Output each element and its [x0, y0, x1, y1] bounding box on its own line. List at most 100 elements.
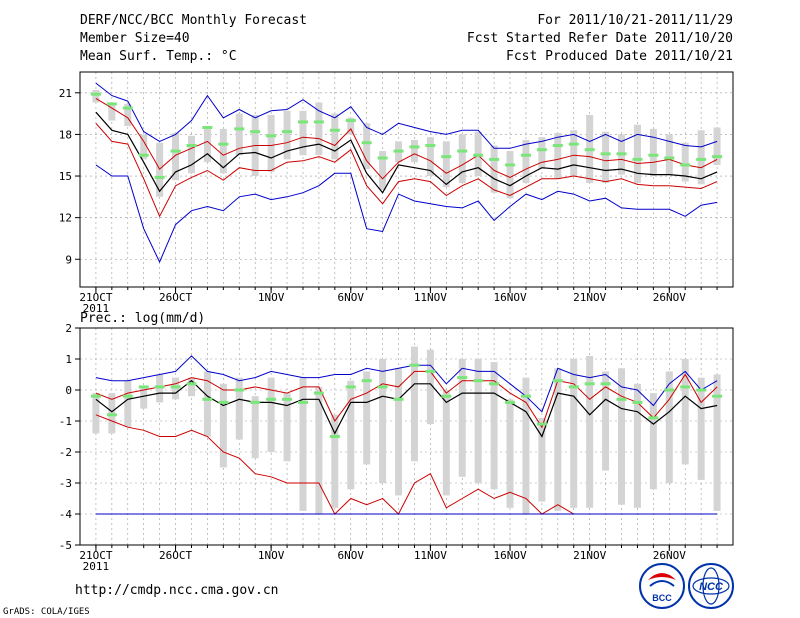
spread-box [187, 377, 195, 397]
spread-box [395, 368, 403, 496]
spread-box [538, 137, 546, 170]
spread-box [410, 346, 418, 462]
spread-box [315, 386, 323, 514]
y-tick-label: -2 [59, 446, 72, 459]
precip-panel-title: Prec.: log(mm/d) [80, 311, 205, 326]
spread-box [108, 393, 116, 434]
spread-box [538, 417, 546, 502]
x-tick-label: 11NOV [414, 291, 447, 304]
y-tick-label: -3 [59, 477, 72, 490]
x-tick-label: 16NOV [493, 549, 526, 562]
spread-box [665, 371, 673, 483]
spread-box [156, 374, 164, 403]
y-tick-label: 1 [65, 353, 72, 366]
x-year-label: 2011 [83, 302, 110, 315]
spread-box [251, 396, 259, 459]
spread-box [92, 393, 100, 434]
spread-box [235, 377, 243, 440]
spread-box [697, 130, 705, 185]
y-tick-label: 21 [59, 87, 72, 100]
spread-box [490, 362, 498, 490]
series-line-max [95, 82, 718, 149]
header-period: For 2011/10/21-2011/11/29 [537, 13, 733, 28]
x-tick-label: 16NOV [493, 291, 526, 304]
spread-box [172, 133, 180, 181]
spread-box [506, 399, 514, 508]
x-tick-label: 6NOV [338, 291, 365, 304]
plot-frame [79, 327, 734, 546]
spread-box [124, 380, 132, 428]
spread-box [490, 145, 498, 193]
series-line-upper [95, 370, 718, 429]
series-line-max [95, 355, 718, 413]
series-line-lower [95, 122, 718, 218]
spread-box [299, 377, 307, 511]
x-tick-label: 11NOV [414, 549, 447, 562]
spread-box [140, 134, 148, 160]
temperature-panel: 9 12 15 18 21 21OCT 26OCT 1NOV 6NOV 11NOV 16NOV 21N… [59, 71, 734, 315]
spread-box [315, 102, 323, 156]
spread-box [331, 113, 339, 160]
ncc-logo-text: NCC [699, 581, 724, 593]
spread-box [203, 127, 211, 163]
x-tick-label: 21OCT [79, 291, 112, 304]
footer-url[interactable]: http://cmdp.ncc.cma.gov.cn [75, 583, 279, 598]
spread-box [665, 134, 673, 175]
spread-box [458, 134, 466, 183]
spread-box [203, 371, 211, 437]
y-tick-label: -1 [59, 415, 72, 428]
spread-box [442, 141, 450, 188]
spread-box [347, 380, 355, 490]
spread-box [363, 123, 371, 170]
spread-box [267, 377, 275, 452]
x-tick-label: 21NOV [573, 549, 606, 562]
spread-box [219, 383, 227, 468]
spread-box [124, 103, 132, 127]
spread-box [299, 110, 307, 156]
y-tick-label: 15 [59, 170, 72, 183]
spread-box [554, 368, 562, 511]
plot-frame [79, 71, 734, 288]
spread-box [681, 359, 689, 465]
spread-box [586, 355, 594, 508]
x-tick-label: 26OCT [159, 549, 192, 562]
spread-box [92, 90, 100, 103]
spread-box [570, 359, 578, 508]
spread-box [713, 374, 721, 511]
spread-box [458, 359, 466, 477]
spread-box [602, 131, 610, 183]
spread-box [187, 135, 195, 174]
spread-box [602, 371, 610, 471]
y-tick-label: 12 [59, 212, 72, 225]
bcc-logo: BCC [639, 563, 685, 609]
spread-box [633, 124, 641, 183]
spread-box [140, 386, 148, 409]
spread-box [363, 371, 371, 465]
spread-box [156, 142, 164, 197]
x-tick-label: 26OCT [159, 291, 192, 304]
header-title: DERF/NCC/BCC Monthly Forecast [80, 13, 307, 28]
spread-box [570, 130, 578, 177]
series-line-mean [95, 379, 718, 438]
y-tick-label: 2 [65, 322, 72, 335]
x-tick-label: 6NOV [338, 549, 365, 562]
header-variable: Mean Surf. Temp.: °C [80, 49, 237, 64]
spread-box [649, 393, 657, 490]
spread-box [267, 115, 275, 172]
y-tick-label: -5 [59, 539, 72, 552]
spread-box [633, 383, 641, 508]
x-tick-label: 21NOV [573, 291, 606, 304]
y-tick-label: 0 [65, 384, 72, 397]
spread-box [681, 142, 689, 182]
spread-box [442, 390, 450, 496]
header-produced-date: Fcst Produced Date 2011/10/21 [506, 49, 733, 64]
spread-box [522, 377, 530, 514]
series-line-upper [95, 97, 718, 180]
spread-box [522, 139, 530, 183]
spread-box [410, 139, 418, 163]
spread-box [618, 368, 626, 505]
spread-box [379, 151, 387, 190]
spread-box [426, 349, 434, 425]
x-tick-label: 21OCT [79, 549, 112, 562]
